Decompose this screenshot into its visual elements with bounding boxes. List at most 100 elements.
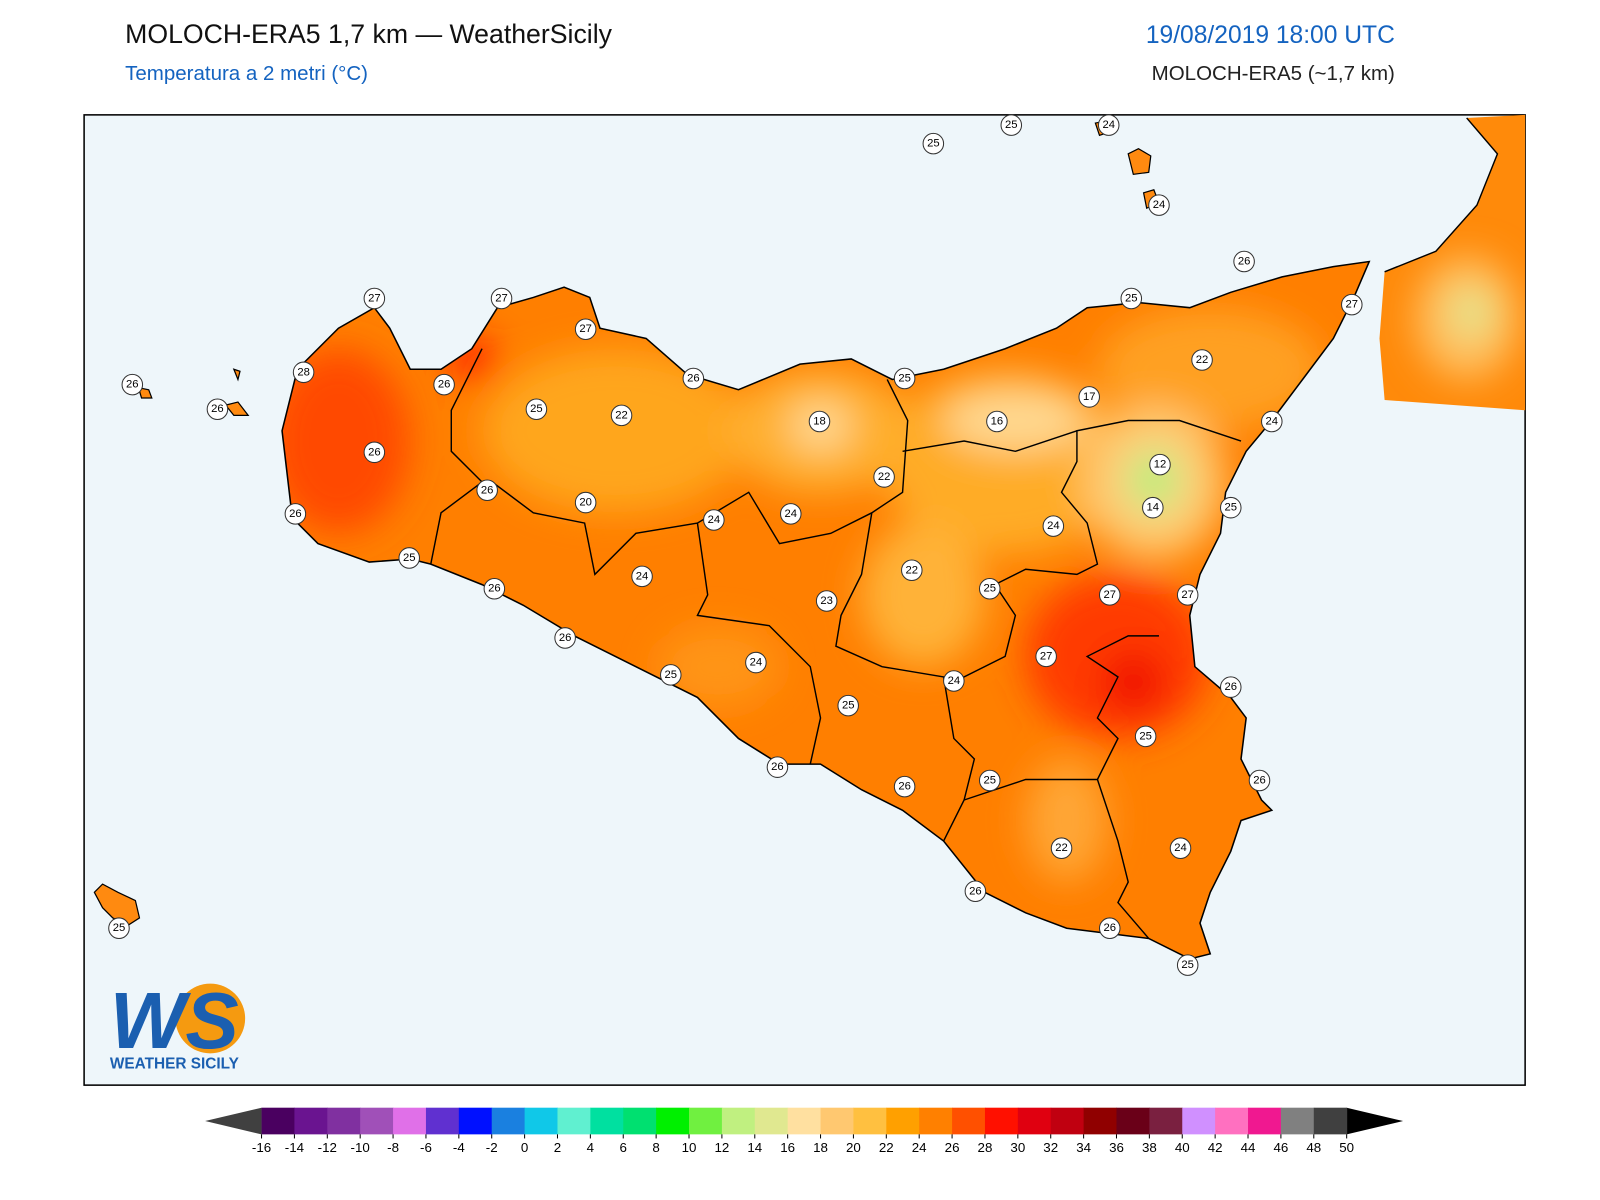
station-marker bbox=[490, 287, 513, 310]
colorbar-segment bbox=[261, 1107, 295, 1135]
station-value: 26 bbox=[289, 508, 302, 520]
station-value: 26 bbox=[687, 372, 700, 384]
station: 22 bbox=[1191, 349, 1213, 371]
station-marker bbox=[292, 361, 315, 384]
station-value: 25 bbox=[983, 775, 996, 787]
station-marker bbox=[1000, 114, 1023, 136]
colorbar-segment bbox=[820, 1107, 854, 1135]
station-value: 27 bbox=[1040, 650, 1053, 662]
colorbar-tick-label: -8 bbox=[387, 1140, 399, 1155]
station-value: 22 bbox=[1196, 354, 1209, 366]
colorbar-tick-label: 20 bbox=[846, 1140, 861, 1155]
station: 27 bbox=[363, 287, 386, 310]
colorbar-tick-label: 18 bbox=[813, 1140, 828, 1155]
station-marker bbox=[631, 565, 653, 588]
colorbar-segment bbox=[886, 1107, 920, 1135]
station-value: 12 bbox=[1154, 459, 1167, 471]
model: MOLOCH-ERA5 (~1,7 km) bbox=[1152, 62, 1395, 85]
station-marker bbox=[483, 577, 506, 600]
station-value: 27 bbox=[1346, 299, 1359, 311]
station: 27 bbox=[1176, 584, 1199, 606]
station-marker bbox=[964, 880, 987, 903]
logo-name: WEATHER SICILY bbox=[110, 1056, 239, 1073]
station: 12 bbox=[1149, 453, 1171, 476]
station: 24 bbox=[631, 565, 653, 588]
colorbar-segment bbox=[294, 1107, 328, 1135]
station-marker bbox=[1261, 410, 1283, 433]
colorbar-segment bbox=[360, 1107, 394, 1135]
colorbar-tick-label: 32 bbox=[1043, 1140, 1058, 1155]
colorbar-segment bbox=[557, 1107, 591, 1135]
station-marker bbox=[1148, 194, 1170, 216]
station: 24 bbox=[703, 509, 725, 531]
station-marker bbox=[978, 769, 1001, 792]
colorbar-segment bbox=[984, 1107, 1019, 1135]
station-marker bbox=[398, 547, 420, 569]
station-marker bbox=[206, 398, 229, 420]
station-marker bbox=[808, 410, 831, 433]
subtitle: Temperatura a 2 metri (°C) bbox=[125, 62, 368, 85]
colorbar-tick-label: 8 bbox=[652, 1140, 659, 1155]
station-value: 20 bbox=[579, 497, 592, 509]
colorbar-tick-label: -10 bbox=[351, 1140, 370, 1155]
logo: WS WEATHER SICILY bbox=[110, 976, 246, 1073]
station: 25 bbox=[978, 769, 1001, 792]
station: 25 bbox=[660, 664, 682, 686]
colorbar-segment bbox=[590, 1107, 624, 1135]
station-value: 26 bbox=[969, 885, 982, 897]
station: 25 bbox=[1120, 287, 1143, 310]
station-value: 27 bbox=[368, 292, 381, 304]
colorbar-tick-label: -6 bbox=[420, 1140, 432, 1155]
station-value: 25 bbox=[1005, 119, 1018, 131]
station-value: 25 bbox=[665, 669, 678, 681]
colorbar-segment bbox=[327, 1107, 361, 1135]
station-value: 26 bbox=[368, 446, 381, 458]
station-marker bbox=[363, 441, 386, 464]
station: 25 bbox=[893, 367, 916, 390]
station-marker bbox=[660, 664, 682, 686]
station-value: 24 bbox=[750, 657, 763, 669]
station-marker bbox=[1134, 725, 1157, 748]
station: 24 bbox=[1148, 194, 1170, 216]
station-value: 24 bbox=[1047, 520, 1060, 532]
colorbar-tick-label: 24 bbox=[912, 1140, 927, 1155]
station-marker bbox=[574, 318, 597, 340]
colorbar-segment bbox=[524, 1107, 558, 1135]
colorbar-segment bbox=[787, 1107, 822, 1135]
colorbar-tick-label: 34 bbox=[1076, 1140, 1091, 1155]
station-marker bbox=[1050, 837, 1073, 859]
station: 26 bbox=[1220, 676, 1242, 698]
station-value: 26 bbox=[438, 379, 451, 391]
station-marker bbox=[1098, 917, 1121, 939]
station: 25 bbox=[1000, 114, 1023, 136]
colorbar-segment bbox=[952, 1107, 986, 1135]
station-marker bbox=[766, 756, 789, 778]
station-marker bbox=[682, 367, 705, 390]
station: 24 bbox=[943, 670, 965, 692]
station-marker bbox=[108, 917, 130, 939]
colorbar: -16 -14 -12 -10 -8 -6 -4 -2 0 2 4 6 8 10 12 14 16 18 20 22 2… bbox=[205, 1107, 1404, 1155]
colorbar-tick-label: 16 bbox=[780, 1140, 795, 1155]
colorbar-tick-label: 42 bbox=[1208, 1140, 1223, 1155]
colorbar-tick-label: 22 bbox=[879, 1140, 894, 1155]
station-value: 28 bbox=[297, 366, 310, 378]
calabria bbox=[1379, 114, 1526, 411]
station: 22 bbox=[901, 559, 923, 582]
station-marker bbox=[901, 559, 923, 582]
station-marker bbox=[922, 132, 945, 155]
station: 18 bbox=[808, 410, 831, 433]
station-marker bbox=[1149, 453, 1171, 476]
colorbar-segment bbox=[1116, 1107, 1150, 1135]
colorbar-under bbox=[205, 1107, 262, 1135]
colorbar-tick-label: 14 bbox=[747, 1140, 762, 1155]
station-marker bbox=[1233, 250, 1255, 273]
station-marker bbox=[943, 670, 965, 692]
station: 24 bbox=[1042, 515, 1065, 537]
station-marker bbox=[986, 410, 1008, 433]
station-value: 27 bbox=[579, 323, 592, 335]
station-marker bbox=[978, 577, 1001, 600]
station-value: 24 bbox=[1102, 119, 1115, 131]
station-value: 26 bbox=[481, 484, 494, 496]
station-value: 25 bbox=[983, 583, 996, 595]
